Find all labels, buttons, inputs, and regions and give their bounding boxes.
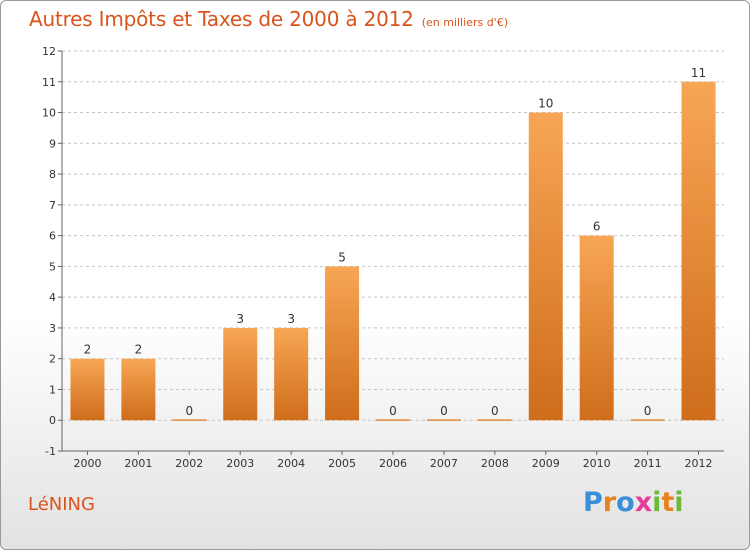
x-axis-ticks: 2000 2001 2002 2003 2004 2005 2006 2007 2008 2009… xyxy=(73,451,713,470)
data-label-2009: 10 xyxy=(538,97,553,111)
y-tick-label: 3 xyxy=(49,322,56,335)
y-tick-label: 1 xyxy=(49,383,56,396)
y-tick-label: -1 xyxy=(45,445,56,458)
data-label-2010: 6 xyxy=(593,220,601,234)
x-tick-label-2009: 2009 xyxy=(532,457,560,470)
data-label-2001: 2 xyxy=(135,343,143,357)
data-label-2007: 0 xyxy=(440,404,448,418)
logo-letter: o xyxy=(616,487,635,518)
data-label-2004: 3 xyxy=(287,312,295,326)
x-tick-label-2005: 2005 xyxy=(328,457,356,470)
bar-2009 xyxy=(528,112,563,421)
y-tick-label: 2 xyxy=(49,353,56,366)
x-tick-label-2001: 2001 xyxy=(124,457,152,470)
chart-subtitle: (en milliers d'€) xyxy=(421,16,508,29)
x-tick-label-2007: 2007 xyxy=(430,457,458,470)
logo-letter: i xyxy=(652,487,662,518)
data-label-2000: 2 xyxy=(84,343,92,357)
title-row: Autres Impôts et Taxes de 2000 à 2012 (en… xyxy=(29,7,508,31)
y-tick-label: 9 xyxy=(49,137,56,150)
proxiti-logo: Proxiti xyxy=(583,487,684,518)
x-tick-label-2000: 2000 xyxy=(73,457,101,470)
x-tick-label-2006: 2006 xyxy=(379,457,407,470)
bar-2008 xyxy=(477,419,512,421)
y-tick-label: 4 xyxy=(49,291,56,304)
chart-title: Autres Impôts et Taxes de 2000 à 2012 xyxy=(29,7,414,31)
logo-letter: r xyxy=(602,487,617,518)
bar-2000 xyxy=(70,358,105,421)
data-labels: 2 2 0 3 3 5 0 0 0 10 6 0 11 xyxy=(84,66,707,418)
y-tick-label: 11 xyxy=(42,76,56,89)
x-tick-label-2010: 2010 xyxy=(583,457,611,470)
y-tick-label: 7 xyxy=(49,199,56,212)
x-tick-label-2004: 2004 xyxy=(277,457,305,470)
bar-2001 xyxy=(121,358,156,421)
commune-name: LéNING xyxy=(28,494,95,515)
bar-2004 xyxy=(274,327,309,421)
x-tick-label-2011: 2011 xyxy=(634,457,662,470)
logo-letter: P xyxy=(583,487,603,518)
grid-lines xyxy=(62,50,724,452)
data-label-2008: 0 xyxy=(491,404,499,418)
bars xyxy=(70,81,716,421)
logo-letter: x xyxy=(634,487,653,518)
y-tick-label: 12 xyxy=(42,45,56,58)
y-tick-label: 8 xyxy=(49,168,56,181)
x-tick-label-2003: 2003 xyxy=(226,457,254,470)
data-label-2011: 0 xyxy=(644,404,652,418)
y-tick-label: 5 xyxy=(49,260,56,273)
bar-2010 xyxy=(579,235,614,421)
x-tick-label-2012: 2012 xyxy=(685,457,713,470)
bar-2005 xyxy=(325,266,360,421)
bar-2006 xyxy=(376,419,410,421)
bar-2007 xyxy=(426,419,461,421)
data-label-2006: 0 xyxy=(389,404,397,418)
data-label-2002: 0 xyxy=(185,404,193,418)
bar-2003 xyxy=(223,327,258,421)
logo-letter: i xyxy=(674,487,684,518)
y-tick-label: 10 xyxy=(42,107,56,120)
axes xyxy=(61,51,724,452)
x-tick-label-2002: 2002 xyxy=(175,457,203,470)
bar-2011 xyxy=(630,419,665,421)
logo-letter: t xyxy=(661,487,675,518)
data-label-2003: 3 xyxy=(236,312,244,326)
x-tick-label-2008: 2008 xyxy=(481,457,509,470)
bar-2002 xyxy=(172,419,207,421)
bar-2012 xyxy=(681,81,716,421)
y-tick-label: 6 xyxy=(49,230,56,243)
data-label-2012: 11 xyxy=(691,66,706,80)
y-tick-label: 0 xyxy=(49,414,56,427)
data-label-2005: 5 xyxy=(338,250,346,264)
